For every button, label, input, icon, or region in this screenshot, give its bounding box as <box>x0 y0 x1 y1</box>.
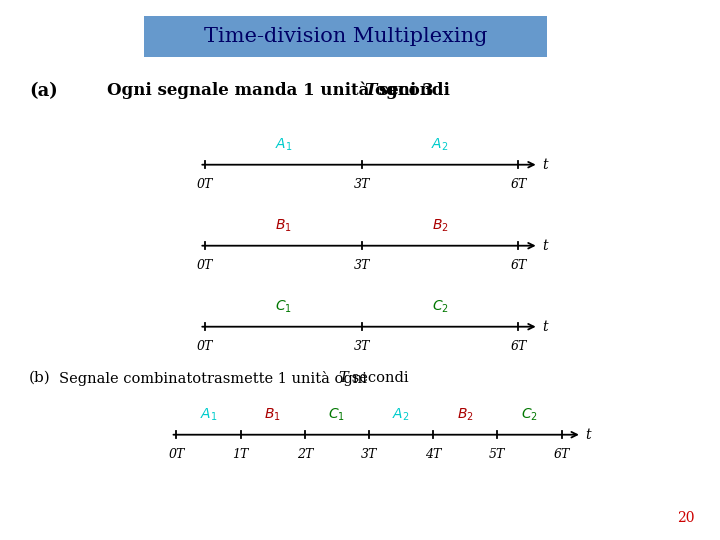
Text: 0T: 0T <box>197 259 213 272</box>
Text: 6T: 6T <box>510 178 526 191</box>
Text: 3T: 3T <box>354 340 370 353</box>
Text: t: t <box>542 320 548 334</box>
Text: 2T: 2T <box>297 448 313 461</box>
Text: $C_2$: $C_2$ <box>432 299 449 315</box>
Text: secondi: secondi <box>347 371 409 385</box>
Text: $C_1$: $C_1$ <box>328 407 346 423</box>
Text: $A_2$: $A_2$ <box>392 407 410 423</box>
Text: T: T <box>364 82 377 99</box>
Text: t: t <box>542 158 548 172</box>
Text: t: t <box>542 239 548 253</box>
Text: (a): (a) <box>29 82 58 100</box>
Text: 3T: 3T <box>361 448 377 461</box>
Text: t: t <box>585 428 591 442</box>
Text: 4T: 4T <box>425 448 441 461</box>
Text: 6T: 6T <box>510 259 526 272</box>
Text: 6T: 6T <box>510 340 526 353</box>
Text: $B_2$: $B_2$ <box>457 407 474 423</box>
Text: $C_2$: $C_2$ <box>521 407 538 423</box>
Text: 1T: 1T <box>233 448 249 461</box>
Text: 3T: 3T <box>354 178 370 191</box>
Text: Ogni segnale manda 1 unità ogni 3: Ogni segnale manda 1 unità ogni 3 <box>107 82 433 99</box>
Text: $A_2$: $A_2$ <box>431 137 449 153</box>
Text: 20: 20 <box>678 511 695 525</box>
Text: 5T: 5T <box>489 448 505 461</box>
Text: $B_2$: $B_2$ <box>432 218 449 234</box>
Text: (b): (b) <box>29 371 50 385</box>
Text: 3T: 3T <box>354 259 370 272</box>
Text: $B_1$: $B_1$ <box>264 407 281 423</box>
FancyBboxPatch shape <box>144 16 547 57</box>
Text: $A_1$: $A_1$ <box>199 407 217 423</box>
Text: 6T: 6T <box>554 448 570 461</box>
Text: Time-division Multiplexing: Time-division Multiplexing <box>204 26 487 46</box>
Text: 0T: 0T <box>168 448 184 461</box>
Text: Segnale combinatotrasmette 1 unità ogni: Segnale combinatotrasmette 1 unità ogni <box>59 370 372 386</box>
Text: T: T <box>338 371 348 385</box>
Text: $C_1$: $C_1$ <box>275 299 292 315</box>
Text: secondi: secondi <box>373 82 450 99</box>
Text: $B_1$: $B_1$ <box>275 218 292 234</box>
Text: $A_1$: $A_1$ <box>275 137 292 153</box>
Text: 0T: 0T <box>197 340 213 353</box>
Text: 0T: 0T <box>197 178 213 191</box>
